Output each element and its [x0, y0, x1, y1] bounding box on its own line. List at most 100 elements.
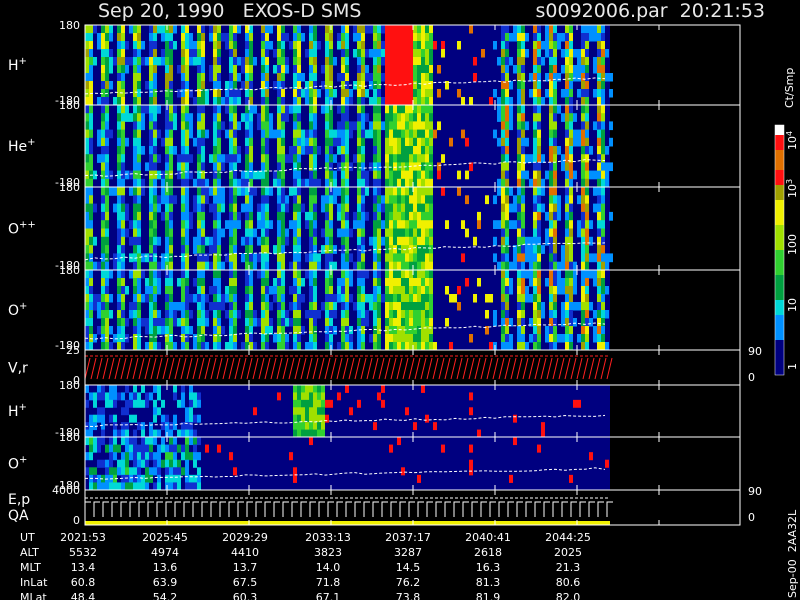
- tick-label: 25: [66, 344, 80, 357]
- cell: [277, 81, 281, 90]
- cell: [165, 294, 169, 303]
- cell: [229, 170, 233, 180]
- cell: [325, 220, 329, 229]
- cell: [517, 89, 521, 98]
- cell: [377, 294, 381, 303]
- cell: [605, 146, 609, 155]
- cell: [245, 245, 249, 254]
- cell: [321, 385, 325, 393]
- cell: [217, 203, 221, 213]
- cell: [229, 278, 233, 287]
- cell: [581, 41, 585, 50]
- cell: [485, 310, 489, 319]
- cell: [485, 326, 489, 335]
- cell: [429, 326, 433, 335]
- cell: [505, 121, 509, 131]
- cell: [493, 41, 497, 50]
- cell: [389, 170, 393, 180]
- cell: [121, 467, 125, 476]
- cell: [421, 33, 425, 42]
- cell: 2025:45: [142, 531, 188, 544]
- cell: [309, 399, 313, 408]
- cell: [277, 129, 281, 139]
- cell: [585, 162, 589, 172]
- cell: [85, 195, 89, 205]
- colorbar-step: [775, 150, 784, 170]
- cell: [537, 33, 541, 42]
- cell: [309, 286, 313, 295]
- cell: [293, 170, 297, 180]
- cell: [561, 154, 565, 163]
- cell: [549, 220, 553, 229]
- cell: [421, 326, 425, 335]
- cell: [601, 203, 605, 213]
- cell: [121, 73, 125, 82]
- cell: [421, 385, 425, 393]
- cell: [277, 162, 281, 172]
- cell: [465, 228, 469, 238]
- cell: [173, 444, 177, 453]
- colorbar-step: [775, 275, 784, 300]
- cell: [165, 170, 169, 180]
- cell: [89, 261, 93, 271]
- cell: [341, 270, 345, 279]
- cell: [217, 49, 221, 58]
- cell: [425, 121, 429, 131]
- cell: [157, 452, 161, 461]
- cell: [293, 253, 297, 263]
- cell: [565, 49, 569, 58]
- cell: [137, 270, 141, 279]
- cell: [505, 73, 509, 82]
- cell: [409, 97, 413, 106]
- cell: [249, 73, 253, 82]
- cell: [193, 452, 197, 461]
- cell: [233, 73, 237, 82]
- cell: [385, 326, 389, 335]
- cell: [201, 278, 205, 287]
- cell: [401, 113, 405, 122]
- cell: [93, 294, 97, 303]
- cell: [253, 105, 257, 114]
- cell: [345, 57, 349, 66]
- cell: [293, 211, 297, 221]
- cell: [145, 326, 149, 335]
- cell: [597, 334, 601, 343]
- cell: [425, 129, 429, 139]
- cell: 60.3: [233, 591, 258, 600]
- cell: [541, 178, 545, 188]
- cell: [577, 73, 581, 82]
- cell: [301, 407, 305, 416]
- cell: [517, 41, 521, 50]
- cell: [517, 326, 521, 335]
- cell: [525, 236, 529, 246]
- cell: [425, 318, 429, 327]
- cell: [289, 146, 293, 155]
- cell: [321, 407, 325, 416]
- cell: [393, 310, 397, 319]
- cell: [225, 81, 229, 90]
- cell: [169, 162, 173, 172]
- cell: [205, 253, 209, 263]
- cell: [573, 49, 577, 58]
- cell: [401, 146, 405, 155]
- cell: 13.4: [71, 561, 96, 574]
- cell: [597, 294, 601, 303]
- cell: [421, 113, 425, 122]
- cell: [401, 49, 405, 58]
- cell: [117, 211, 121, 221]
- cell: [337, 33, 341, 42]
- cell: [517, 137, 521, 147]
- cell: [533, 113, 537, 122]
- cell: [581, 310, 585, 319]
- cell: [517, 178, 521, 188]
- cell: [537, 81, 541, 90]
- cell: [197, 203, 201, 213]
- cell: [181, 342, 185, 351]
- cell: [425, 25, 429, 34]
- cell: [569, 89, 573, 98]
- cell: [529, 294, 533, 303]
- cell: [549, 81, 553, 90]
- cell: [153, 137, 157, 147]
- cell: [113, 444, 117, 453]
- cell: [121, 137, 125, 147]
